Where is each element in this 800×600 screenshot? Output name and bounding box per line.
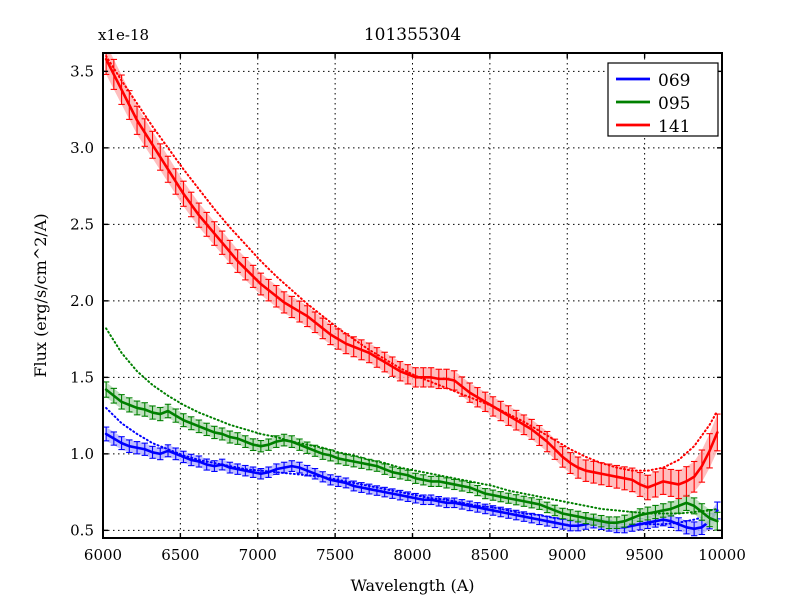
model-curve — [105, 55, 719, 472]
x-axis-label: Wavelength (A) — [350, 576, 474, 595]
series-095 — [103, 327, 721, 531]
legend-label-141: 141 — [658, 117, 690, 137]
x-tick-label: 7500 — [316, 546, 354, 564]
x-tick-label: 8000 — [393, 546, 431, 564]
legend-label-069: 069 — [658, 71, 690, 91]
chart-title: 101355304 — [364, 25, 461, 45]
x-tick-label: 8500 — [471, 546, 509, 564]
uncertainty-band — [106, 381, 718, 531]
data-line — [104, 57, 719, 489]
y-tick-label: 2.5 — [70, 215, 94, 233]
x-tick-label: 6000 — [84, 546, 122, 564]
x-tick-label: 9000 — [548, 546, 586, 564]
y-tick-label: 2.0 — [70, 292, 94, 310]
data-line — [104, 388, 719, 525]
y-tick-label: 1.5 — [70, 368, 94, 386]
legend-label-095: 095 — [658, 94, 690, 114]
y-tick-label: 3.5 — [70, 62, 94, 80]
y-tick-label: 1.0 — [70, 445, 94, 463]
uncertainty-band — [106, 427, 718, 536]
y-axis-offset-label: x1e-18 — [98, 26, 149, 44]
y-tick-label: 0.5 — [70, 521, 94, 539]
model-curve — [105, 327, 719, 515]
x-tick-label: 7000 — [239, 546, 277, 564]
y-axis-label: Flux (erg/s/cm^2/A) — [31, 213, 50, 377]
x-tick-label: 6500 — [161, 546, 199, 564]
x-tick-label: 9500 — [626, 546, 664, 564]
y-tick-label: 3.0 — [70, 139, 94, 157]
series-141 — [103, 53, 721, 501]
x-tick-label: 10000 — [698, 546, 746, 564]
